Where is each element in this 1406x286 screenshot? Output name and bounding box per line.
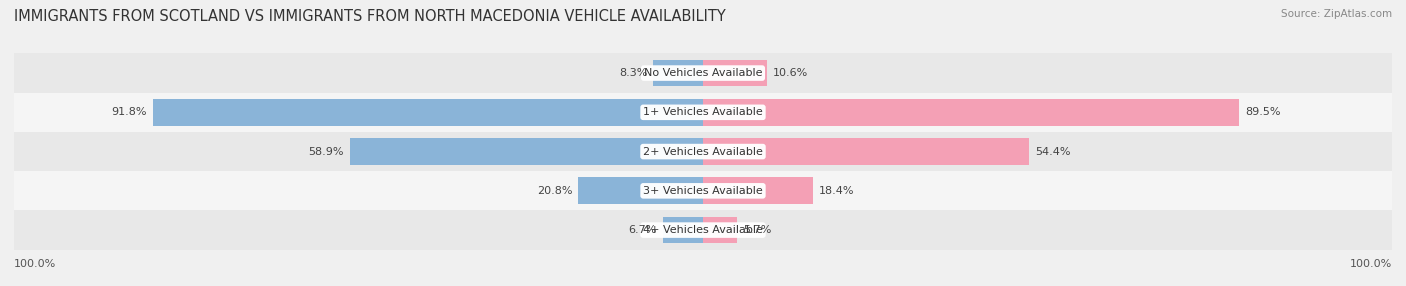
Text: 10.6%: 10.6% — [772, 68, 807, 78]
Bar — [14, 210, 1392, 250]
Text: No Vehicles Available: No Vehicles Available — [644, 68, 762, 78]
Bar — [703, 60, 766, 86]
Bar — [703, 138, 1029, 165]
Bar — [350, 138, 703, 165]
Text: 54.4%: 54.4% — [1035, 147, 1070, 156]
Text: 91.8%: 91.8% — [111, 107, 148, 117]
Text: 18.4%: 18.4% — [820, 186, 855, 196]
Text: IMMIGRANTS FROM SCOTLAND VS IMMIGRANTS FROM NORTH MACEDONIA VEHICLE AVAILABILITY: IMMIGRANTS FROM SCOTLAND VS IMMIGRANTS F… — [14, 9, 725, 23]
Bar — [703, 178, 813, 204]
Text: 100.0%: 100.0% — [1350, 259, 1392, 269]
Bar — [14, 93, 1392, 132]
Text: Source: ZipAtlas.com: Source: ZipAtlas.com — [1281, 9, 1392, 19]
Bar — [14, 53, 1392, 93]
Text: 6.7%: 6.7% — [628, 225, 657, 235]
Text: 1+ Vehicles Available: 1+ Vehicles Available — [643, 107, 763, 117]
Text: 4+ Vehicles Available: 4+ Vehicles Available — [643, 225, 763, 235]
Text: 100.0%: 100.0% — [14, 259, 56, 269]
Bar — [14, 132, 1392, 171]
Bar — [703, 217, 737, 243]
Bar — [14, 171, 1392, 210]
Text: 3+ Vehicles Available: 3+ Vehicles Available — [643, 186, 763, 196]
Bar — [153, 99, 703, 126]
Text: 5.7%: 5.7% — [744, 225, 772, 235]
Text: 20.8%: 20.8% — [537, 186, 572, 196]
Text: 89.5%: 89.5% — [1246, 107, 1281, 117]
Bar — [662, 217, 703, 243]
Text: 58.9%: 58.9% — [309, 147, 344, 156]
Text: 8.3%: 8.3% — [619, 68, 647, 78]
Bar — [703, 99, 1239, 126]
Bar — [654, 60, 703, 86]
Bar — [578, 178, 703, 204]
Text: 2+ Vehicles Available: 2+ Vehicles Available — [643, 147, 763, 156]
